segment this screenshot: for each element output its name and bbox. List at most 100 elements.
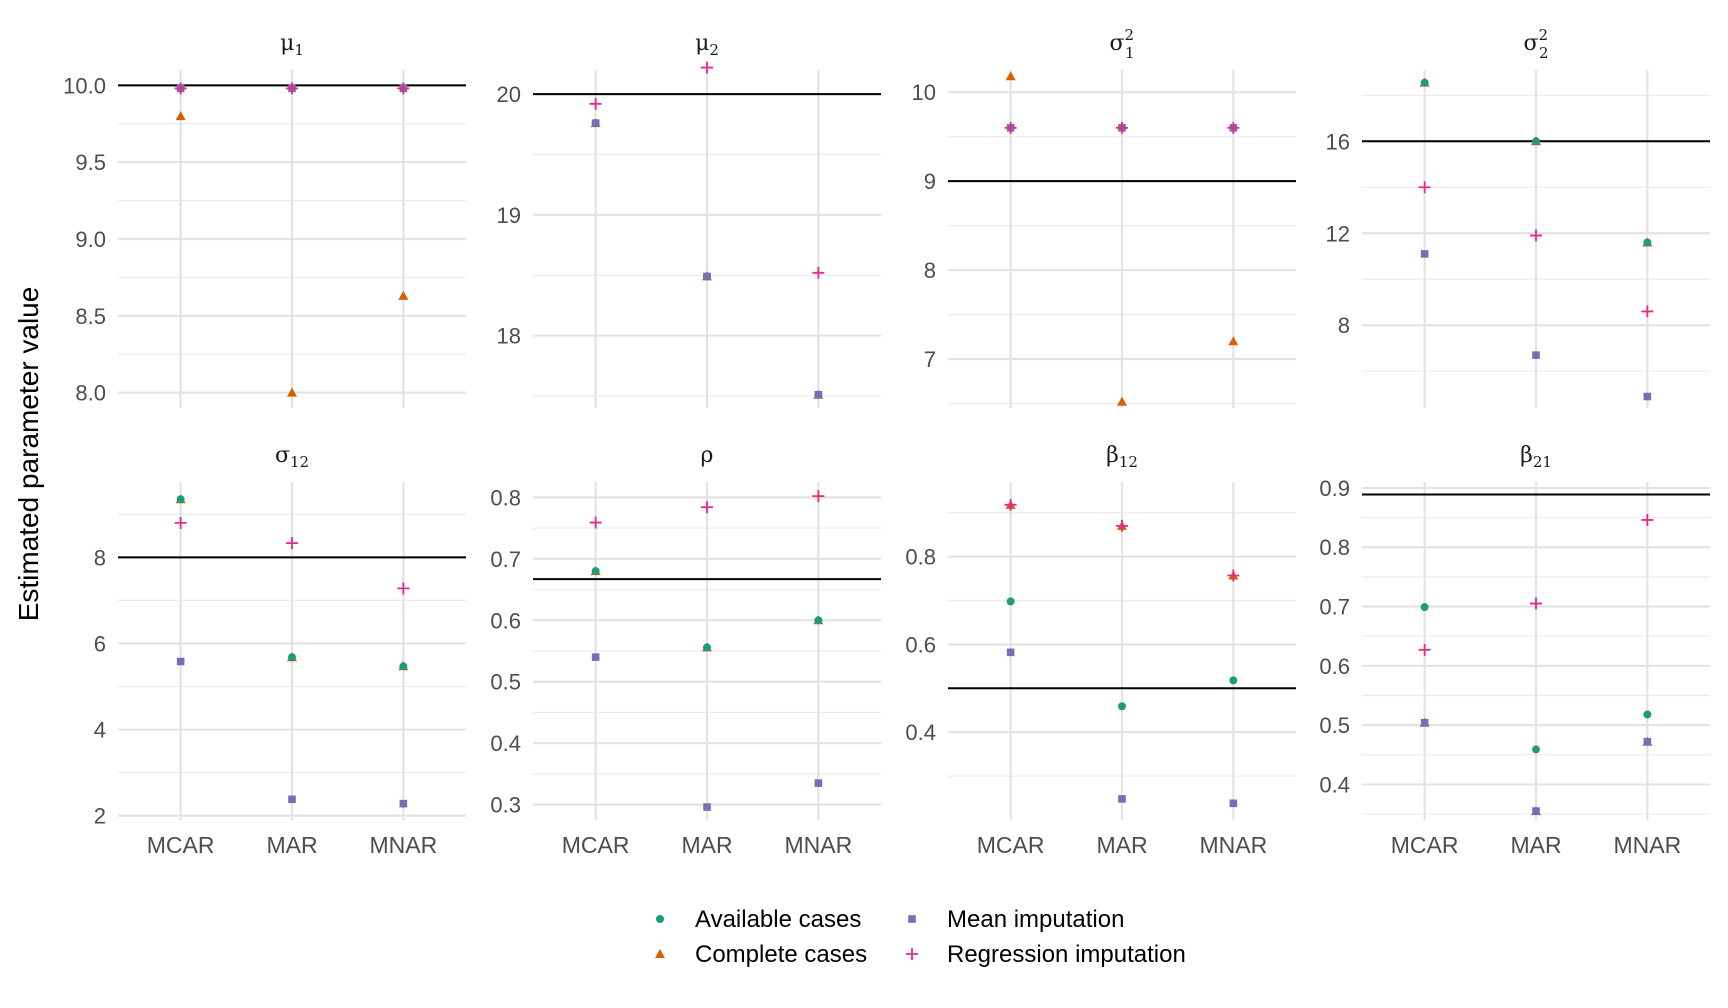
data-point-regression-imputation	[812, 490, 825, 503]
legend-key-square	[908, 915, 916, 923]
data-point-regression-imputation	[1004, 498, 1017, 511]
y-tick-label: 0.6	[490, 608, 521, 633]
x-tick-label: MAR	[681, 832, 732, 858]
data-point-mean-imputation	[399, 799, 408, 808]
data-point-available-cases	[1006, 597, 1015, 606]
x-tick-label: MCAR	[562, 832, 630, 858]
data-point-available-cases	[591, 567, 600, 576]
y-tick-label: 0.6	[905, 632, 936, 657]
y-tick-label: 9.5	[75, 150, 106, 175]
data-point-regression-imputation	[701, 501, 713, 514]
y-tick-label: 9	[924, 169, 936, 194]
legend-label: Regression imputation	[947, 941, 1186, 968]
data-point-mean-imputation	[1420, 718, 1429, 727]
data-point-regression-imputation	[174, 82, 187, 95]
x-tick-label: MAR	[1510, 832, 1561, 858]
data-point-available-cases	[1643, 710, 1652, 719]
data-point-available-cases	[288, 653, 296, 662]
y-tick-label: 8	[924, 258, 936, 283]
legend-item: Available cases	[656, 906, 861, 933]
data-point-complete-cases	[287, 387, 297, 397]
y-tick-label: 0.5	[490, 670, 521, 695]
y-tick-label: 0.4	[490, 731, 521, 756]
y-tick-label: 4	[94, 718, 106, 743]
data-point-mean-imputation	[814, 390, 823, 399]
data-point-regression-imputation	[1116, 121, 1128, 134]
data-point-mean-imputation	[1420, 250, 1429, 258]
legend-key-plus	[906, 948, 918, 960]
legend-item: Complete cases	[655, 941, 867, 968]
data-point-available-cases	[399, 662, 408, 671]
y-tick-label: 8.5	[75, 304, 106, 329]
legend-item: Mean imputation	[908, 906, 1124, 933]
data-point-mean-imputation	[1532, 807, 1540, 815]
y-tick-label: 0.7	[490, 547, 521, 572]
y-tick-label: 12	[1326, 221, 1350, 246]
panel-6: 0.3 0.4 0.5 0.6 0.7 0.8 ρ MCAR MAR MNAR	[490, 443, 881, 858]
data-point-available-cases	[1532, 745, 1540, 754]
y-tick-label: 0.3	[490, 793, 521, 818]
legend-label: Complete cases	[695, 941, 867, 968]
y-tick-label: 0.7	[1319, 595, 1350, 620]
y-tick-label: 0.5	[1319, 713, 1350, 738]
x-tick-label: MNAR	[369, 832, 437, 858]
data-point-available-cases	[1420, 603, 1429, 612]
data-point-mean-imputation	[591, 653, 600, 661]
data-point-available-cases	[176, 495, 185, 504]
y-tick-label: 18	[497, 324, 521, 349]
data-point-regression-imputation	[1418, 643, 1431, 656]
data-point-regression-imputation	[589, 97, 602, 110]
x-tick-label: MNAR	[1613, 832, 1681, 858]
data-point-regression-imputation	[1641, 305, 1654, 318]
data-point-available-cases	[1643, 238, 1652, 247]
y-tick-label: 0.8	[1319, 535, 1350, 560]
y-tick-label: 0.4	[905, 720, 936, 745]
data-point-mean-imputation	[1118, 795, 1126, 803]
data-point-regression-imputation	[1004, 121, 1017, 134]
data-point-mean-imputation	[703, 272, 711, 281]
data-point-regression-imputation	[1116, 519, 1128, 532]
y-tick-label: 7	[924, 347, 936, 372]
x-tick-label: MAR	[266, 832, 317, 858]
x-tick-label: MCAR	[147, 832, 215, 858]
data-point-regression-imputation	[1227, 569, 1240, 582]
legend: Available cases Complete cases Mean imputa…	[655, 906, 1186, 968]
data-point-mean-imputation	[1229, 799, 1238, 808]
data-point-mean-imputation	[1006, 648, 1015, 657]
data-point-regression-imputation	[397, 582, 410, 595]
y-tick-label: 6	[94, 631, 106, 656]
y-tick-label: 8.0	[75, 381, 106, 406]
data-point-regression-imputation	[397, 82, 410, 95]
data-point-available-cases	[1420, 78, 1429, 87]
data-point-mean-imputation	[1643, 737, 1652, 746]
legend-key-circle	[656, 915, 664, 923]
legend-label: Available cases	[695, 906, 861, 933]
legend-key-triangle	[655, 949, 665, 958]
panel-title: ρ	[701, 443, 714, 468]
y-tick-label: 8	[94, 545, 106, 570]
y-tick-label: 10	[912, 80, 936, 105]
data-point-mean-imputation	[1643, 392, 1652, 401]
data-point-complete-cases	[398, 290, 409, 300]
data-point-regression-imputation	[1641, 513, 1654, 526]
y-tick-label: 0.4	[1319, 772, 1350, 797]
data-point-regression-imputation	[1227, 121, 1240, 134]
y-tick-label: 10.0	[63, 73, 106, 98]
y-tick-label: 20	[497, 82, 521, 107]
data-point-complete-cases	[1005, 71, 1016, 81]
data-point-regression-imputation	[701, 61, 713, 74]
data-point-mean-imputation	[814, 779, 823, 787]
data-point-regression-imputation	[1418, 181, 1431, 194]
data-point-available-cases	[1229, 676, 1238, 685]
data-point-mean-imputation	[1532, 351, 1540, 359]
data-point-complete-cases	[1117, 396, 1127, 406]
x-tick-label: MCAR	[977, 832, 1045, 858]
data-point-mean-imputation	[703, 803, 711, 811]
y-tick-label: 0.9	[1319, 476, 1350, 501]
data-point-available-cases	[1532, 137, 1540, 146]
y-tick-label: 0.6	[1319, 654, 1350, 679]
